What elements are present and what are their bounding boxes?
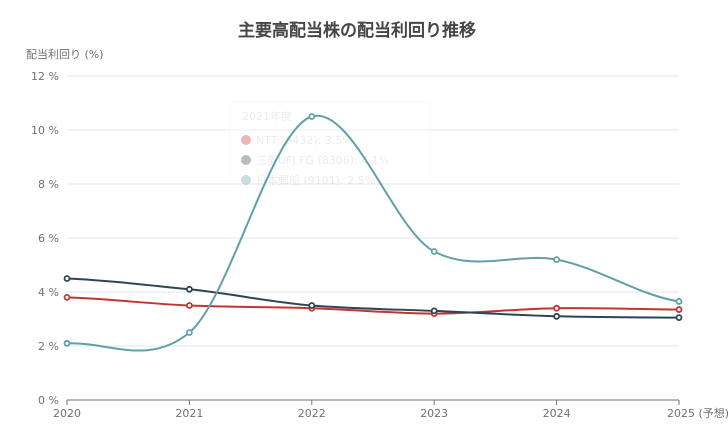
x-tick-label: 2022 (298, 407, 326, 420)
y-tick-label: 0 % (38, 394, 59, 407)
x-tick-label: 2024 (543, 407, 571, 420)
y-tick-label: 6 % (38, 232, 59, 245)
data-point (63, 339, 71, 347)
data-point (553, 256, 560, 264)
data-point (308, 113, 316, 120)
data-point (63, 293, 71, 301)
data-point (185, 285, 193, 293)
tooltip-marker (241, 175, 251, 185)
x-tick-label: 2021 (175, 407, 203, 420)
y-axis-label: 配当利回り (%) (26, 47, 104, 61)
x-tick-label: 2023 (420, 407, 448, 420)
data-point (185, 302, 193, 309)
data-point (553, 304, 560, 312)
y-tick-label: 12 % (31, 70, 59, 83)
x-tick-label: 2020 (53, 407, 81, 420)
series-line-0 (66, 296, 680, 315)
y-tick-label: 2 % (38, 340, 59, 353)
tooltip-box (229, 101, 431, 185)
tooltip-row: 三菱UFJ FG (8306): 4.1% (256, 154, 389, 167)
data-point (430, 307, 438, 315)
data-point (675, 298, 683, 305)
data-point (553, 312, 560, 320)
tooltip-row: NTT (9432): 3.5% (256, 134, 353, 147)
y-tick-label: 8 % (38, 178, 59, 191)
tooltip-marker (241, 155, 251, 165)
data-point (675, 314, 683, 322)
x-tick-label: 2025 (予想) (667, 406, 728, 420)
data-point (185, 329, 193, 336)
tooltip-header: 2021年度 (242, 109, 292, 123)
chart-title: 主要高配当株の配当利回り推移 (238, 20, 476, 41)
data-point (308, 302, 316, 309)
data-point (675, 306, 683, 313)
series-line-1 (66, 277, 680, 319)
tooltip-marker (241, 135, 251, 145)
tooltip-row: 日本郵船 (9101): 2.5% (256, 173, 375, 187)
data-point (430, 248, 438, 255)
y-tick-label: 10 % (31, 124, 59, 137)
y-tick-label: 4 % (38, 286, 59, 299)
tooltip: 2021年度 NTT (9432): 3.5% 三菱UFJ FG (8306): 4… (229, 101, 431, 187)
data-point (63, 275, 71, 282)
